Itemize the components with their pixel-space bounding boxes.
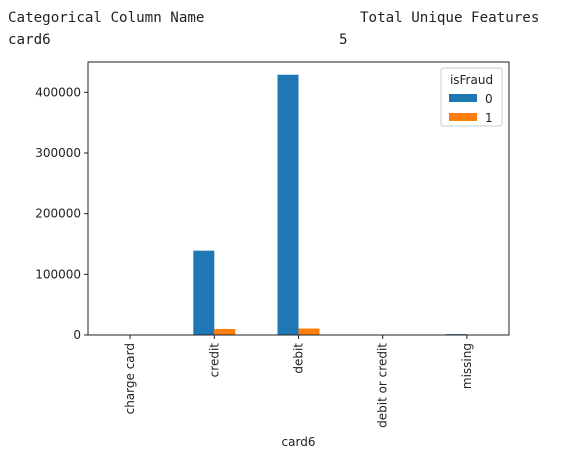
x-tick-label: credit [207,343,221,378]
legend: isFraud 01 [440,67,503,127]
column-name-value: card6 [8,32,51,48]
x-axis-label: card6 [282,435,316,449]
x-tick-label: missing [460,343,474,389]
legend-label: 0 [485,92,493,106]
header-left: Categorical Column Name [8,10,205,26]
y-tick-label: 100000 [35,267,81,281]
y-tick-label: 300000 [35,146,81,160]
x-axis: charge card credit debit debit or credit mis… [123,335,474,428]
legend-swatch [449,94,477,102]
y-tick-label: 200000 [35,207,81,221]
bar-debit-series-0 [277,74,299,336]
legend-label: 1 [485,111,493,125]
unique-count-value: 5 [339,32,348,48]
x-tick-label: charge card [123,343,137,414]
bar-credit-series-0 [193,250,215,335]
bar-debit-series-1 [298,328,320,335]
x-tick-label: debit or credit [376,343,390,428]
y-tick-label: 400000 [35,85,81,99]
bar-credit-series-1 [214,328,236,335]
legend-title: isFraud [450,73,493,87]
x-tick-label: debit [292,343,306,374]
legend-items: 01 [449,92,493,125]
legend-swatch [449,113,477,121]
bars-group [109,74,488,336]
y-tick-label: 0 [73,328,81,342]
y-axis: 0 100000 200000 300000 400000 [35,85,88,342]
header-right: Total Unique Features [360,10,540,26]
